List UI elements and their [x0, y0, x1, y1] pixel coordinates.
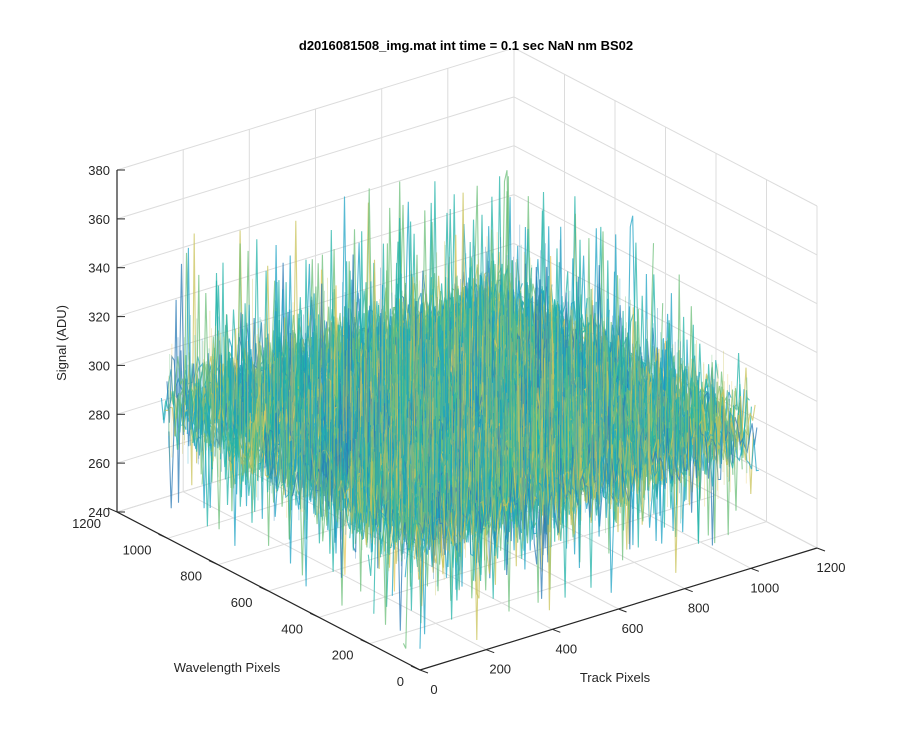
back-wall-grid-line	[116, 96, 515, 220]
y-tick-label: 800	[180, 569, 202, 584]
y-tick	[208, 560, 219, 566]
z-tick-label: 380	[88, 163, 110, 178]
x-tick-label: 0	[430, 682, 437, 697]
x-tick-label: 600	[622, 621, 644, 636]
x-tick	[816, 547, 826, 552]
back-wall-grid-line	[116, 145, 515, 269]
right-wall-grid-line	[513, 47, 818, 207]
y-tick-label: 1000	[123, 542, 152, 557]
x-tick	[750, 567, 759, 572]
x-tick-label: 1000	[750, 580, 779, 595]
right-wall-grid-line	[513, 194, 818, 354]
chart-title: d2016081508_img.mat int time = 0.1 sec N…	[299, 38, 633, 53]
right-wall-grid-line	[513, 242, 818, 402]
y-tick-label: 400	[281, 621, 303, 636]
right-wall-grid-line	[513, 96, 818, 256]
surface-row	[419, 406, 759, 649]
x-tick-label: 400	[555, 641, 577, 656]
z-tick-label: 240	[88, 505, 110, 520]
floor-grid-line	[369, 521, 767, 645]
x-tick-label: 1200	[817, 560, 846, 575]
labels-layer: d2016081508_img.mat int time = 0.1 sec N…	[54, 38, 651, 685]
y-tick-label: 0	[397, 674, 404, 689]
x-tick	[552, 628, 561, 633]
z-tick-label: 360	[88, 212, 110, 227]
y-tick	[360, 639, 370, 645]
x-tick	[419, 669, 429, 674]
y-tick-label: 1200	[72, 516, 101, 531]
surface-layer	[160, 170, 759, 649]
x-tick	[618, 608, 627, 613]
y-tick	[410, 665, 421, 671]
y-tick	[259, 586, 269, 592]
back-wall-grid-line	[116, 194, 515, 318]
z-tick-label: 320	[88, 310, 110, 325]
x-tick-label: 200	[489, 662, 511, 677]
axes-layer: 0 200 400 600 800 1000 1200 0 200 400 600 800 1000 12…	[72, 163, 845, 697]
z-tick-label: 260	[88, 456, 110, 471]
y-tick	[107, 507, 118, 513]
y-tick-label: 200	[332, 648, 354, 663]
back-wall-grid-line	[116, 47, 515, 171]
x-tick	[684, 588, 693, 593]
x-axis-label: Track Pixels	[580, 670, 651, 685]
x-tick-label: 800	[688, 601, 710, 616]
y-axis-label: Wavelength Pixels	[174, 660, 281, 675]
x-tick	[486, 649, 495, 654]
z-tick-label: 300	[88, 358, 110, 373]
z-axis-label: Signal (ADU)	[54, 305, 69, 381]
y-tick	[158, 533, 168, 539]
z-tick-label: 280	[88, 407, 110, 422]
y-tick	[309, 612, 320, 618]
y-tick-label: 600	[231, 595, 253, 610]
right-wall-grid-line	[513, 145, 818, 305]
z-tick-label: 340	[88, 261, 110, 276]
